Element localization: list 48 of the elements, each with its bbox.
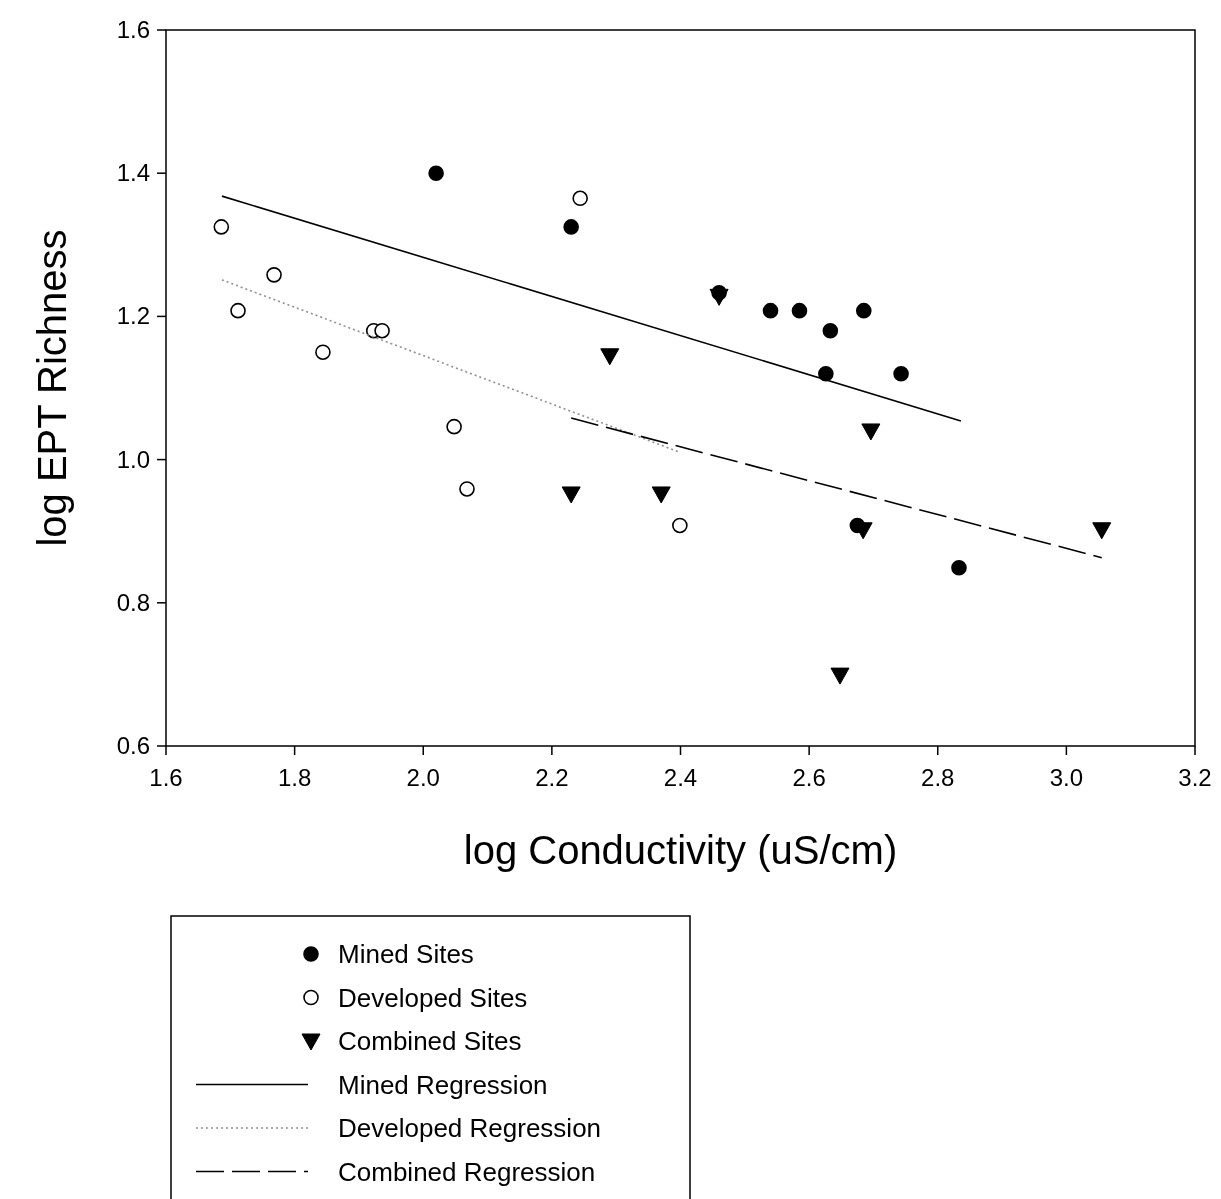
x-tick-label: 2.8 bbox=[921, 764, 955, 791]
point bbox=[709, 288, 729, 306]
point bbox=[600, 348, 620, 366]
y-tick-label: 1.6 bbox=[116, 16, 150, 43]
y-tick-label: 1.0 bbox=[116, 445, 150, 473]
point bbox=[893, 365, 909, 382]
point bbox=[446, 418, 462, 435]
point bbox=[561, 486, 581, 504]
point bbox=[374, 322, 390, 339]
point bbox=[822, 322, 839, 339]
point bbox=[266, 267, 282, 283]
point bbox=[861, 423, 881, 441]
legend-label: Combined Sites bbox=[338, 1026, 522, 1056]
x-tick-label: 1.6 bbox=[149, 764, 183, 791]
point bbox=[1092, 522, 1112, 540]
point bbox=[428, 165, 444, 181]
point bbox=[672, 517, 688, 534]
y-tick-label: 1.2 bbox=[116, 302, 150, 330]
point bbox=[230, 302, 246, 319]
point bbox=[563, 219, 579, 235]
legend-label: Combined Regression bbox=[338, 1156, 596, 1187]
x-tick-label: 3.2 bbox=[1178, 764, 1212, 791]
y-tick-label: 0.6 bbox=[116, 732, 150, 759]
x-axis-title: log Conductivity (uS/cm) bbox=[463, 828, 898, 872]
y-tick-label: 0.8 bbox=[116, 588, 150, 616]
x-tick-label: 2.2 bbox=[535, 764, 569, 791]
legend-label: Mined Sites bbox=[338, 939, 474, 969]
legend-label: Developed Sites bbox=[338, 982, 528, 1013]
x-tick-label: 1.8 bbox=[277, 764, 312, 791]
point bbox=[818, 365, 834, 382]
point bbox=[791, 302, 808, 319]
legend-label: Mined Regression bbox=[338, 1069, 548, 1100]
point bbox=[830, 667, 850, 685]
y-tick-label: 1.4 bbox=[116, 159, 150, 187]
legend-label: Developed Regression bbox=[338, 1113, 602, 1143]
point bbox=[459, 481, 475, 497]
point bbox=[213, 219, 230, 235]
x-tick-label: 2.6 bbox=[792, 764, 826, 791]
x-tick-label: 2.0 bbox=[406, 764, 440, 791]
point bbox=[315, 344, 331, 360]
point bbox=[572, 190, 588, 207]
x-tick-label: 2.4 bbox=[663, 764, 698, 791]
point bbox=[951, 559, 967, 576]
point bbox=[762, 302, 779, 319]
point bbox=[651, 486, 671, 504]
x-tick-label: 3.0 bbox=[1049, 764, 1084, 791]
point bbox=[855, 302, 872, 319]
y-axis-title: log EPT Richness bbox=[30, 229, 74, 547]
